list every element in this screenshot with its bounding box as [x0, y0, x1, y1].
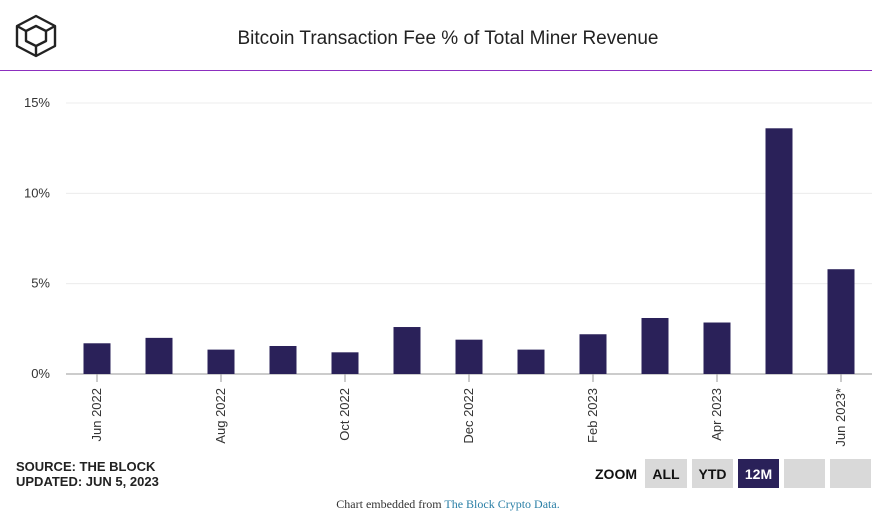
chart-title: Bitcoin Transaction Fee % of Total Miner…: [237, 28, 659, 49]
x-tick-label: Dec 2022: [461, 388, 476, 444]
y-tick-label: 15%: [24, 95, 50, 110]
y-tick-label: 10%: [24, 185, 50, 200]
bar: [455, 339, 483, 374]
zoom-all-button[interactable]: ALL: [645, 459, 687, 488]
bar-chart: 0% 5% 10% 15% Jun 2022 Aug 2022 Oct 2022 Dec 20…: [24, 95, 872, 447]
x-tick-label: Apr 2023: [709, 388, 724, 441]
zoom-blank-button-2[interactable]: [830, 459, 871, 488]
x-tick-label: Feb 2023: [585, 388, 600, 443]
bar: [517, 349, 545, 374]
updated-label: UPDATED: JUN 5, 2023: [16, 474, 159, 489]
bar: [207, 349, 235, 374]
zoom-blank-button-1[interactable]: [784, 459, 825, 488]
embed-note: Chart embedded from The Block Crypto Dat…: [0, 497, 896, 512]
zoom-ytd-button[interactable]: YTD: [692, 459, 733, 488]
source-label: SOURCE: THE BLOCK: [16, 459, 156, 474]
title-divider: [0, 70, 872, 71]
bar: [579, 334, 607, 374]
x-tick-label: Jun 2023*: [833, 388, 848, 447]
the-block-logo-icon[interactable]: [14, 14, 58, 58]
x-tick-label: Jun 2022: [89, 388, 104, 442]
zoom-controls: ZOOM ALL YTD 12M: [595, 459, 876, 488]
bar: [765, 128, 793, 374]
bar: [703, 322, 731, 374]
y-tick-label: 0%: [31, 366, 50, 381]
embed-prefix: Chart embedded from: [336, 497, 445, 511]
bar: [641, 317, 669, 374]
zoom-label: ZOOM: [595, 465, 637, 482]
bar: [83, 343, 111, 374]
source-info: SOURCE: THE BLOCK UPDATED: JUN 5, 2023: [16, 459, 159, 489]
zoom-12m-button[interactable]: 12M: [738, 459, 779, 488]
x-tick-label: Aug 2022: [213, 388, 228, 444]
embed-link[interactable]: The Block Crypto Data.: [444, 497, 560, 511]
x-tick-label: Oct 2022: [337, 388, 352, 441]
y-tick-label: 5%: [31, 276, 50, 291]
bar: [269, 345, 297, 374]
bar: [331, 352, 359, 374]
bar: [827, 269, 855, 374]
bar: [393, 327, 421, 374]
bar: [145, 337, 173, 374]
